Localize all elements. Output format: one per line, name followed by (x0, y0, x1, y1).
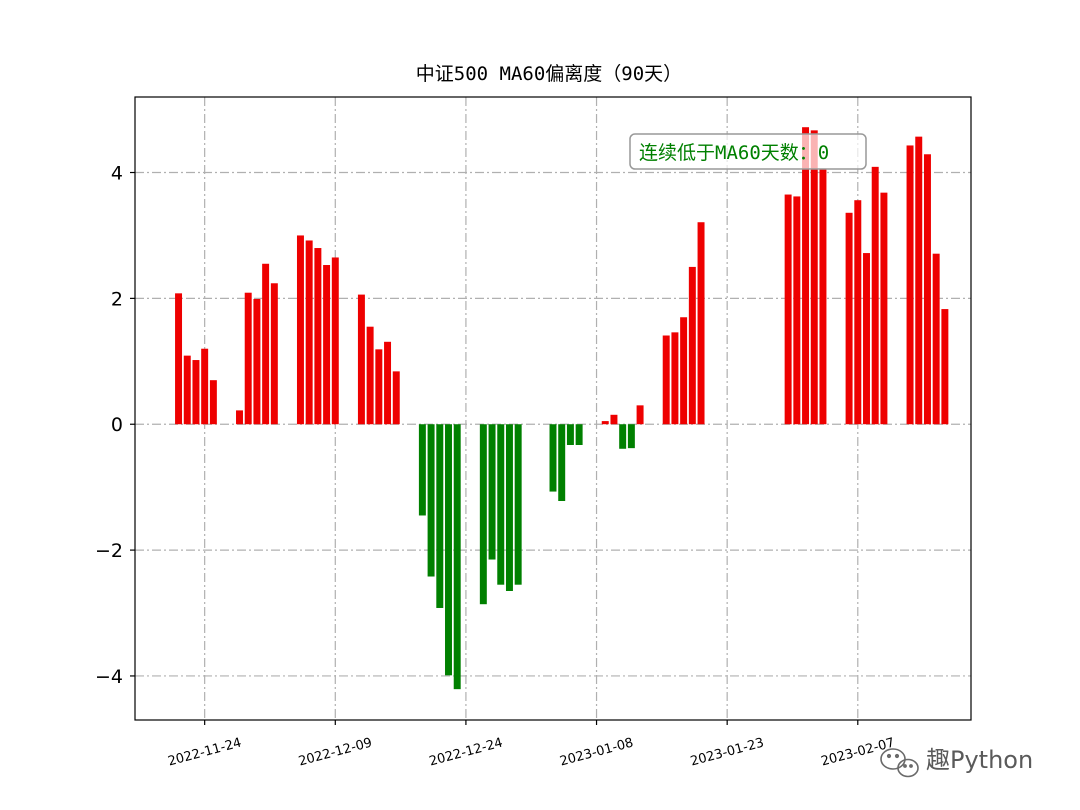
y-tick-label: 4 (111, 163, 123, 185)
bars (175, 127, 949, 690)
bar (688, 266, 696, 425)
bar (793, 196, 801, 425)
bar (488, 424, 496, 560)
bar (941, 309, 949, 425)
wechat-icon (880, 748, 919, 778)
bar (575, 424, 583, 445)
bar (192, 360, 200, 425)
bar (305, 240, 313, 425)
bar (418, 424, 426, 516)
bar (270, 283, 278, 425)
bar (871, 166, 879, 425)
bar (514, 424, 522, 585)
annotation-text: 连续低于MA60天数：0 (639, 142, 829, 164)
y-tick-label: 2 (111, 288, 123, 310)
bar (558, 424, 566, 502)
bar (845, 212, 853, 425)
bar (323, 265, 331, 425)
bar (601, 421, 609, 425)
bar (436, 424, 444, 608)
bar (392, 371, 400, 425)
annotation-frame (629, 133, 867, 170)
bar (680, 317, 688, 425)
bar (453, 424, 461, 690)
bar (619, 424, 627, 449)
bar (863, 253, 870, 425)
bar (183, 355, 191, 425)
bar (296, 235, 304, 425)
bar (932, 253, 940, 425)
chart-title: 中证500 MA60偏离度（90天） (416, 63, 682, 85)
bar (854, 200, 862, 425)
bar (175, 293, 183, 425)
bar (662, 335, 670, 425)
bar (384, 341, 392, 425)
plot-frame (134, 96, 972, 721)
bar (427, 424, 435, 577)
annotation-box: 连续低于MA60天数：0 (629, 133, 867, 170)
bar (549, 424, 557, 492)
bar (314, 248, 322, 425)
bar (819, 168, 827, 425)
bar (331, 257, 339, 425)
bar (505, 424, 513, 591)
y-tick-label: −4 (95, 666, 123, 688)
bar (201, 348, 209, 425)
y-tick-label: −2 (95, 540, 123, 562)
bar (209, 380, 217, 425)
bar (671, 332, 679, 425)
bar (923, 154, 931, 425)
bar (497, 424, 505, 585)
bar (906, 145, 914, 425)
bar (479, 424, 487, 605)
bar (784, 194, 792, 425)
y-axis: −4 −2 0 2 4 (95, 163, 135, 688)
bar (375, 349, 383, 425)
watermark: 趣Python (880, 746, 1033, 778)
bar (610, 414, 618, 425)
watermark-text: 趣Python (926, 746, 1033, 774)
bar (366, 326, 374, 425)
y-tick-label: 0 (111, 414, 123, 436)
bar (636, 405, 644, 425)
bar (262, 263, 270, 425)
bar (880, 192, 888, 425)
bar (566, 424, 574, 445)
bar (810, 130, 818, 425)
bar (697, 222, 705, 425)
bar (253, 299, 261, 425)
bar (802, 127, 810, 425)
bar (915, 136, 923, 425)
bar (445, 424, 452, 676)
bar (627, 424, 635, 449)
bar (244, 292, 252, 425)
bar (236, 410, 243, 425)
bar (357, 294, 365, 425)
